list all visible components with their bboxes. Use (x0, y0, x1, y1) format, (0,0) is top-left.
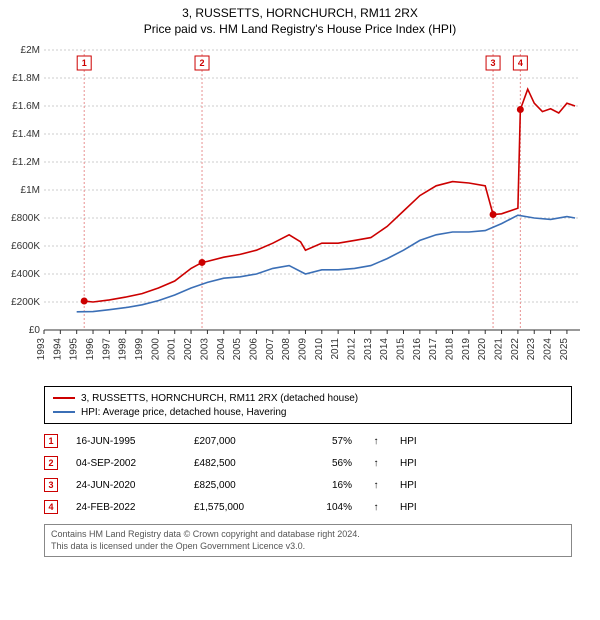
x-tick-label: 2023 (526, 338, 537, 361)
arrow-up-icon: ↑ (370, 502, 382, 513)
x-tick-label: 2002 (183, 338, 194, 361)
sale-date: 16-JUN-1995 (76, 436, 176, 447)
x-tick-label: 2007 (265, 338, 276, 361)
x-tick-label: 2004 (216, 338, 227, 361)
legend-swatch (53, 411, 75, 413)
footer-line2: This data is licensed under the Open Gov… (51, 541, 565, 553)
sale-price: £1,575,000 (194, 502, 284, 513)
x-tick-label: 2020 (477, 338, 488, 361)
sale-date: 04-SEP-2002 (76, 458, 176, 469)
x-tick-label: 1999 (134, 338, 145, 361)
sale-marker-icon: 3 (44, 478, 58, 492)
y-tick-label: £1M (21, 185, 40, 196)
x-tick-label: 2013 (363, 338, 374, 361)
sales-row: 2 04-SEP-2002 £482,500 56% ↑ HPI (44, 452, 572, 474)
x-tick-label: 2009 (297, 338, 308, 361)
sale-price: £825,000 (194, 480, 284, 491)
sale-marker-num-1: 1 (82, 58, 87, 68)
legend-row: HPI: Average price, detached house, Have… (53, 405, 563, 419)
footer-attribution: Contains HM Land Registry data © Crown c… (44, 524, 572, 557)
y-tick-label: £1.8M (12, 73, 40, 84)
sale-hpi-label: HPI (400, 502, 430, 513)
sale-price: £482,500 (194, 458, 284, 469)
sale-pct: 57% (302, 436, 352, 447)
sale-pct: 56% (302, 458, 352, 469)
sale-marker-num-4: 4 (518, 58, 523, 68)
arrow-up-icon: ↑ (370, 458, 382, 469)
x-tick-label: 2011 (330, 338, 341, 360)
sale-marker-num-3: 3 (491, 58, 496, 68)
chart-title-line2: Price paid vs. HM Land Registry's House … (0, 20, 600, 40)
x-tick-label: 2019 (461, 338, 472, 361)
footer-line1: Contains HM Land Registry data © Crown c… (51, 529, 565, 541)
sale-marker-icon: 4 (44, 500, 58, 514)
x-tick-label: 1998 (118, 338, 129, 361)
x-tick-label: 1994 (52, 338, 63, 361)
sale-date: 24-JUN-2020 (76, 480, 176, 491)
sale-pct: 104% (302, 502, 352, 513)
legend: 3, RUSSETTS, HORNCHURCH, RM11 2RX (detac… (44, 386, 572, 424)
sale-marker-icon: 2 (44, 456, 58, 470)
x-tick-label: 1995 (69, 338, 80, 361)
sale-marker-num-2: 2 (200, 58, 205, 68)
chart-svg: £0 £200K £400K £600K £800K £1M £1.2M £1.4M £1.6M… (0, 40, 600, 380)
x-tick-label: 1993 (36, 338, 47, 361)
x-tick-label: 2005 (232, 338, 243, 361)
x-tick-label: 2001 (167, 338, 178, 361)
sale-marker-icon: 1 (44, 434, 58, 448)
y-tick-label: £1.2M (12, 157, 40, 168)
chart-container: 3, RUSSETTS, HORNCHURCH, RM11 2RX Price … (0, 0, 600, 620)
sale-point-1 (81, 298, 88, 305)
x-tick-label: 2024 (543, 338, 554, 361)
y-tick-label: £2M (21, 45, 40, 56)
sales-row: 3 24-JUN-2020 £825,000 16% ↑ HPI (44, 474, 572, 496)
sale-point-4 (517, 106, 524, 113)
y-tick-label: £800K (11, 213, 40, 224)
sale-date: 24-FEB-2022 (76, 502, 176, 513)
x-tick-label: 2003 (199, 338, 210, 361)
arrow-up-icon: ↑ (370, 480, 382, 491)
sale-point-3 (490, 211, 497, 218)
x-tick-label: 2022 (510, 338, 521, 361)
sale-pct: 16% (302, 480, 352, 491)
y-tick-label: £0 (29, 325, 41, 336)
sale-hpi-label: HPI (400, 480, 430, 491)
x-tick-label: 2016 (412, 338, 423, 361)
x-tick-label: 2018 (445, 338, 456, 361)
sale-hpi-label: HPI (400, 458, 430, 469)
x-tick-label: 2017 (428, 338, 439, 361)
legend-row: 3, RUSSETTS, HORNCHURCH, RM11 2RX (detac… (53, 391, 563, 405)
sales-row: 4 24-FEB-2022 £1,575,000 104% ↑ HPI (44, 496, 572, 518)
y-tick-label: £1.4M (12, 129, 40, 140)
x-tick-label: 2000 (150, 338, 161, 361)
x-tick-label: 2014 (379, 338, 390, 361)
x-tick-label: 2025 (559, 338, 570, 361)
x-tick-label: 2006 (248, 338, 259, 361)
x-tick-label: 1997 (101, 338, 112, 361)
x-tick-label: 2015 (396, 338, 407, 361)
sale-price: £207,000 (194, 436, 284, 447)
x-tick-label: 2008 (281, 338, 292, 361)
sale-hpi-label: HPI (400, 436, 430, 447)
legend-label: 3, RUSSETTS, HORNCHURCH, RM11 2RX (detac… (81, 393, 358, 404)
y-tick-label: £400K (11, 269, 40, 280)
x-tick-label: 2010 (314, 338, 325, 361)
y-tick-label: £200K (11, 297, 40, 308)
arrow-up-icon: ↑ (370, 436, 382, 447)
x-tick-label: 2021 (494, 338, 505, 361)
sales-row: 1 16-JUN-1995 £207,000 57% ↑ HPI (44, 430, 572, 452)
chart-plot: £0 £200K £400K £600K £800K £1M £1.2M £1.4M £1.6M… (0, 40, 600, 380)
sale-point-2 (199, 259, 206, 266)
x-tick-label: 2012 (346, 338, 357, 361)
chart-title-line1: 3, RUSSETTS, HORNCHURCH, RM11 2RX (0, 0, 600, 20)
sales-table: 1 16-JUN-1995 £207,000 57% ↑ HPI 2 04-SEP-2002 £… (44, 430, 572, 518)
legend-label: HPI: Average price, detached house, Have… (81, 407, 287, 418)
y-tick-label: £600K (11, 241, 40, 252)
y-tick-label: £1.6M (12, 101, 40, 112)
legend-swatch (53, 397, 75, 399)
x-tick-label: 1996 (85, 338, 96, 361)
